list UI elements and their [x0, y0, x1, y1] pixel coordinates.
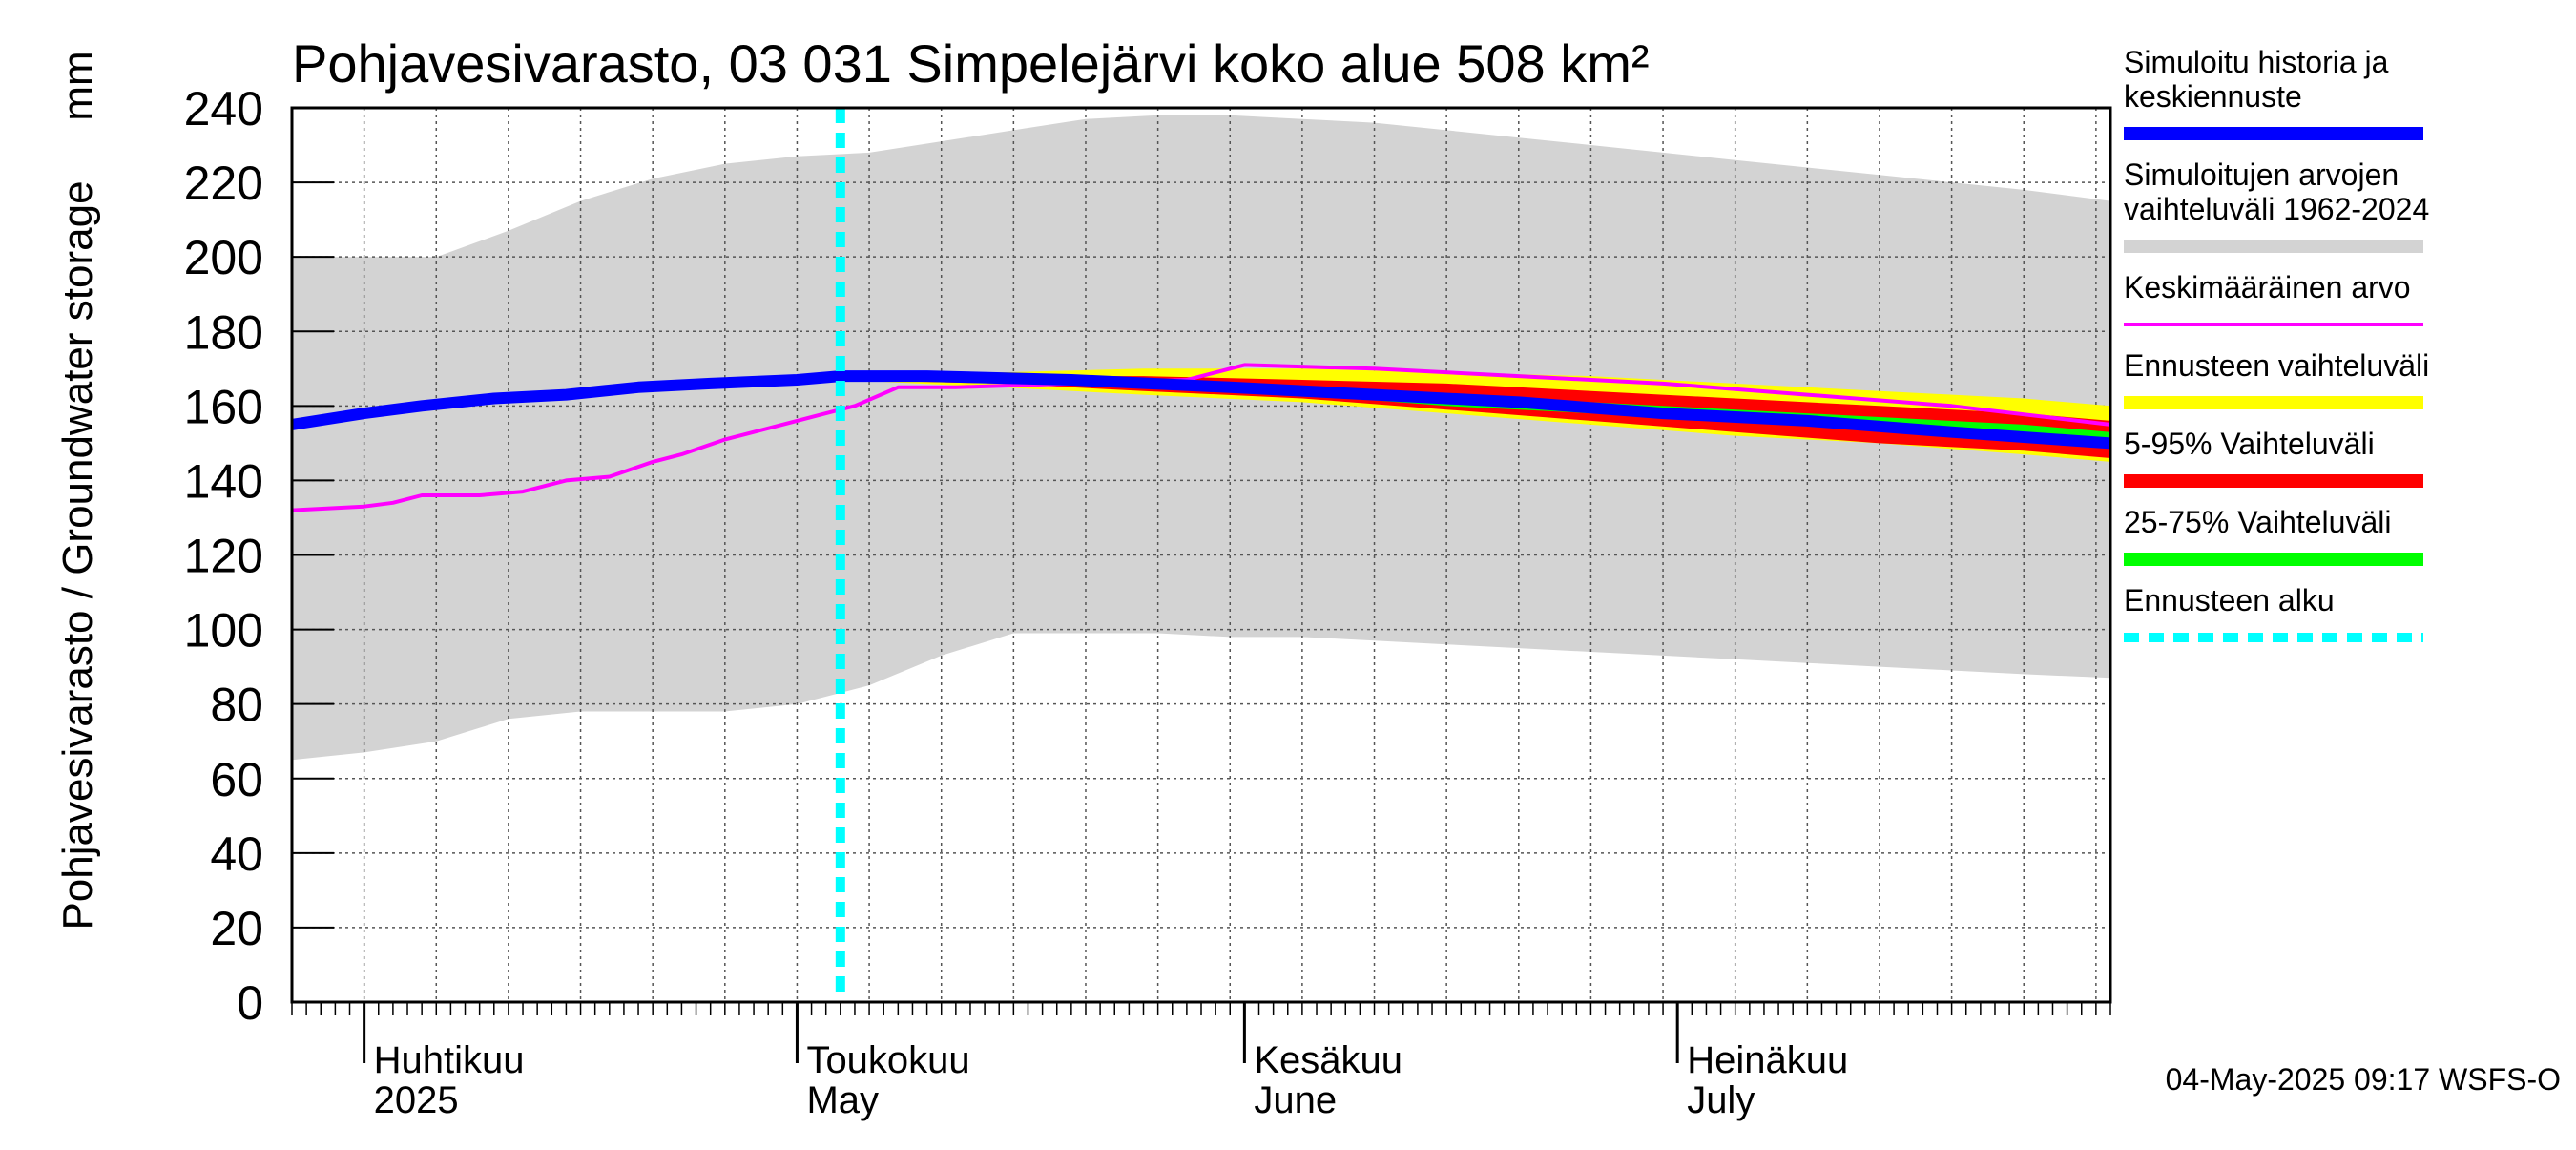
legend-label: 5-95% Vaihteluväli	[2124, 427, 2375, 461]
legend-label: 25-75% Vaihteluväli	[2124, 505, 2391, 539]
y-axis-label: Pohjavesivarasto / Groundwater storage	[54, 180, 101, 930]
y-tick-label: 0	[237, 976, 263, 1030]
x-month-label: Kesäkuu	[1254, 1039, 1402, 1081]
x-month-label: Huhtikuu	[374, 1039, 525, 1081]
legend-label: Simuloitu historia ja	[2124, 45, 2389, 79]
x-month-sublabel: June	[1254, 1079, 1337, 1121]
x-month-label: Toukokuu	[806, 1039, 969, 1081]
y-axis-unit: mm	[54, 51, 101, 120]
legend-label: Ennusteen vaihteluväli	[2124, 348, 2429, 383]
legend-label: Keskimääräinen arvo	[2124, 270, 2411, 304]
x-month-label: Heinäkuu	[1687, 1039, 1848, 1081]
y-tick-label: 20	[210, 902, 263, 955]
legend-label: keskiennuste	[2124, 79, 2302, 114]
y-tick-label: 160	[184, 380, 263, 433]
y-tick-label: 80	[210, 679, 263, 732]
x-month-sublabel: May	[806, 1079, 879, 1121]
timestamp-text: 04-May-2025 09:17 WSFS-O	[2166, 1062, 2561, 1097]
legend-label: vaihteluväli 1962-2024	[2124, 192, 2429, 226]
y-tick-label: 140	[184, 454, 263, 508]
y-tick-label: 220	[184, 157, 263, 210]
y-tick-label: 180	[184, 305, 263, 359]
plot-area: 0 20 40 60 80 100 120 140 160 180 200 220 240 Huhtiku…	[184, 82, 2112, 1121]
y-tick-label: 100	[184, 604, 263, 658]
y-tick-label: 200	[184, 231, 263, 284]
x-month-sublabel: 2025	[374, 1079, 459, 1121]
mean-value-line	[292, 363, 2110, 512]
y-tick-label: 120	[184, 530, 263, 583]
chart-title: Pohjavesivarasto, 03 031 Simpelejärvi ko…	[292, 33, 1650, 94]
x-month-sublabel: July	[1687, 1079, 1755, 1121]
y-tick-label: 240	[184, 82, 263, 136]
simulated-history-line	[292, 370, 2110, 450]
legend-label: Simuloitujen arvojen	[2124, 157, 2399, 192]
y-tick-label: 60	[210, 753, 263, 806]
legend-label: Ennusteen alku	[2124, 583, 2335, 617]
y-tick-label: 40	[210, 827, 263, 881]
range-1962-2024-band	[292, 115, 2110, 761]
